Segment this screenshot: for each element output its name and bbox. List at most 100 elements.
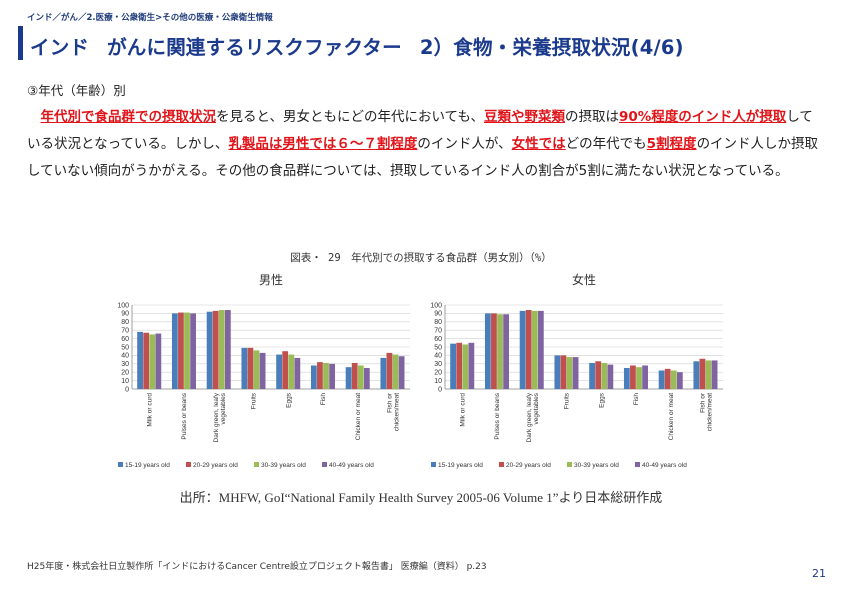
legend-swatch (635, 462, 640, 467)
section-label: ③年代（年齢）別 (27, 83, 126, 98)
legend-swatch (431, 462, 436, 467)
bar (503, 314, 509, 389)
y-tick-label: 40 (121, 353, 129, 360)
y-tick-label: 100 (430, 302, 442, 309)
bar (323, 362, 329, 389)
x-category-label: Fish (320, 393, 327, 406)
body-text: のインド人しか摂取していない傾向がうかがえる。その他の食品群については、摂取して… (27, 136, 819, 179)
x-category-label: Chicken or meat (668, 393, 675, 441)
y-tick-label: 80 (434, 319, 442, 326)
y-tick-label: 70 (434, 328, 442, 335)
title-accent-bar (18, 26, 23, 60)
bar (456, 342, 463, 389)
bar (171, 313, 178, 389)
x-category-label: Fish orchicken/meat (387, 392, 401, 431)
bar (241, 347, 248, 389)
legend-label: 40-49 years old (642, 462, 687, 469)
bar (276, 354, 282, 389)
bar (345, 367, 352, 389)
body-paragraph: 年代別で食品群での摂取状況を見ると、男女ともにどの年代においても、豆類や野菜類の… (27, 104, 819, 185)
bar (184, 312, 190, 389)
bar (363, 368, 370, 389)
legend-swatch (567, 462, 572, 467)
y-tick-label: 50 (434, 344, 442, 351)
bar (705, 360, 712, 389)
bar (178, 312, 184, 389)
bar (676, 372, 683, 389)
y-tick-label: 0 (438, 386, 442, 393)
bar (554, 355, 561, 389)
legend-label: 15-19 years old (125, 462, 170, 469)
bar (589, 362, 595, 389)
y-tick-label: 70 (121, 328, 129, 335)
bar (462, 344, 469, 389)
bar (218, 310, 225, 389)
title-part-3: 2）食物・栄養摂取状況(4/6) (419, 36, 684, 59)
body-text: どの年代でも (565, 136, 647, 152)
x-category-label: Fish (633, 393, 640, 406)
breadcrumb: インド／がん／2.医療・公衆衛生>その他の医療・公衆衛生情報 (27, 13, 273, 23)
bar (572, 357, 579, 389)
bar (351, 362, 358, 389)
legend-label: 30-39 years old (261, 462, 306, 469)
x-category-label: Fruits (251, 392, 258, 409)
x-category-label: Milk or curd (146, 393, 153, 427)
body-text: を見ると、男女ともにどの年代においても、 (216, 109, 484, 125)
x-category-label: Fruits (564, 392, 571, 409)
x-category-label: Eggs (285, 392, 292, 408)
legend-swatch (186, 462, 191, 467)
y-tick-label: 0 (125, 386, 129, 393)
legend-swatch (118, 462, 123, 467)
bar (642, 365, 648, 389)
bar (595, 361, 602, 389)
y-tick-label: 100 (117, 302, 129, 309)
bar (357, 365, 364, 389)
bar (537, 310, 544, 389)
highlight-text: 豆類や野菜類 (483, 109, 565, 125)
bar (317, 362, 323, 389)
bar (566, 357, 573, 389)
legend-swatch (499, 462, 504, 467)
bar (224, 310, 231, 389)
legend-swatch (322, 462, 327, 467)
bar (259, 352, 266, 389)
bar (601, 362, 608, 389)
y-tick-label: 90 (121, 311, 129, 318)
x-category-label: Eggs (598, 392, 605, 408)
x-category-label: Pulses or beans (181, 392, 188, 439)
x-category-label: Fish orchicken/meat (700, 392, 714, 431)
x-category-label: Milk or curd (459, 393, 466, 427)
bar (670, 370, 677, 389)
bar (711, 360, 718, 389)
bar (380, 357, 387, 389)
bar (398, 356, 405, 389)
body-text: の摂取は (564, 109, 619, 125)
bar (693, 361, 700, 389)
source-citation: 出所：MHFW, GoI“National Family Health Surv… (179, 490, 663, 505)
bar (658, 370, 665, 389)
legend-label: 40-49 years old (329, 462, 374, 469)
y-tick-label: 40 (434, 353, 442, 360)
title-part-1: インド (30, 36, 90, 59)
bar (519, 310, 526, 389)
bar (636, 367, 642, 389)
bar (392, 354, 399, 389)
bar (282, 351, 289, 389)
bar (253, 350, 260, 389)
y-tick-label: 60 (434, 336, 442, 343)
bar (329, 363, 335, 389)
page-number: 21 (812, 567, 826, 580)
x-category-label: Dark green, leafyvegetables (526, 392, 540, 442)
y-tick-label: 50 (121, 344, 129, 351)
bar (310, 365, 317, 389)
y-tick-label: 30 (121, 361, 129, 368)
y-tick-label: 20 (121, 370, 129, 377)
bar (190, 313, 196, 389)
chart-title: 男性 (259, 273, 283, 287)
x-category-label: Chicken or meat (355, 393, 362, 441)
bar (468, 342, 475, 389)
bar (143, 332, 150, 389)
bar (155, 333, 162, 389)
